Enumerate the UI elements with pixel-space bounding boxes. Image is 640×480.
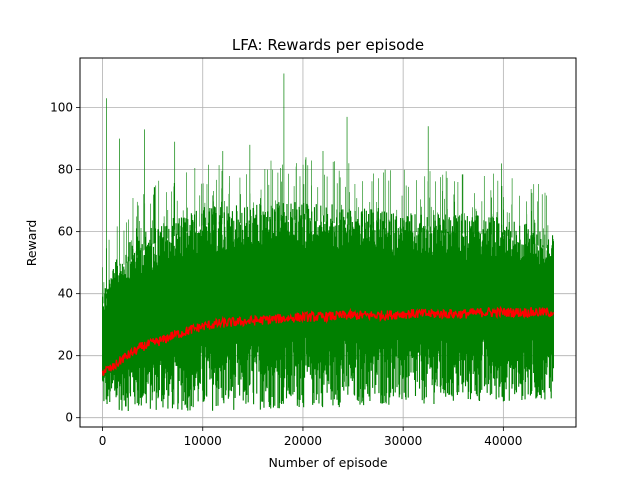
y-axis: 0 20 40 60 80 100 [50,101,80,425]
x-tick-label: 30000 [384,434,422,448]
moving-average-line [101,305,555,377]
series-raw-rewards [102,73,554,411]
x-tick-label: 20000 [284,434,322,448]
y-tick-label: 40 [58,287,73,301]
raw-reward-spikes [102,159,549,306]
y-tick-label: 80 [58,163,73,177]
y-tick-label: 60 [58,225,73,239]
x-tick-label: 40000 [484,434,522,448]
x-tick-label: 10000 [184,434,222,448]
y-tick-label: 0 [65,411,73,425]
y-axis-label: Reward [24,220,39,267]
x-axis-label: Number of episode [268,455,387,470]
x-axis: 0 10000 20000 30000 40000 [99,427,522,448]
x-tick-label: 0 [99,434,107,448]
series-moving-average [101,305,555,377]
raw-reward-band [102,202,554,411]
y-tick-label: 20 [58,349,73,363]
plot-frame [79,57,577,428]
chart-title: LFA: Rewards per episode [232,36,424,54]
y-tick-label: 100 [50,101,73,115]
